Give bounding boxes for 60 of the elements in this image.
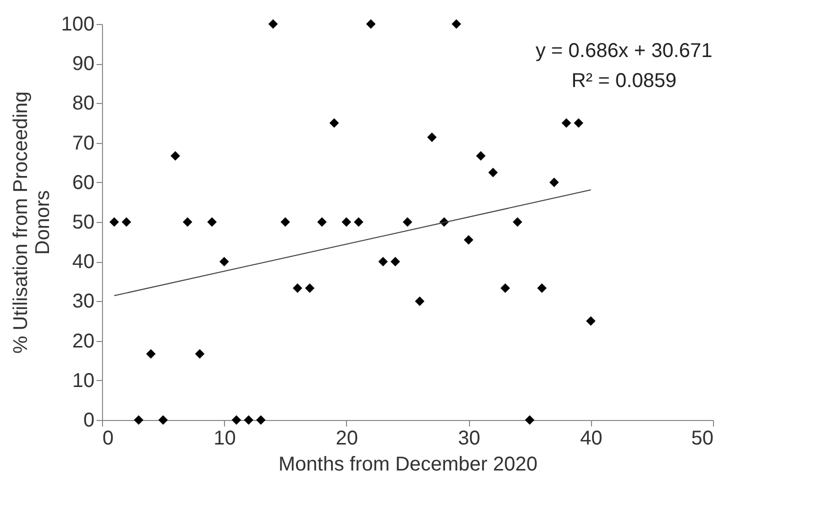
point (244, 415, 254, 425)
y-tick-label: 100 (61, 14, 94, 36)
point (158, 415, 168, 425)
x-tick-label: 0 (102, 428, 114, 450)
point (537, 283, 547, 293)
point (488, 168, 498, 178)
point (182, 217, 192, 227)
point (390, 256, 400, 266)
point (354, 217, 364, 227)
y-tick-label: 50 (72, 212, 94, 234)
y-tick-label: 40 (72, 251, 94, 274)
point (524, 415, 534, 425)
point (549, 178, 559, 188)
point (280, 217, 290, 227)
point (464, 235, 474, 245)
point (304, 283, 314, 293)
x-tick-label: 10 (214, 428, 236, 450)
y-tick-label: 80 (72, 92, 94, 115)
point (476, 151, 486, 161)
point (329, 118, 339, 128)
point (427, 132, 437, 142)
annotation: y = 0.686x + 30.671 (536, 40, 712, 62)
point (122, 217, 132, 227)
point (562, 118, 572, 128)
point (452, 19, 462, 29)
y-tick-label: 20 (72, 330, 94, 352)
y-axis-title: % Utilisation from Proceeding Donors (10, 91, 54, 354)
point (109, 217, 119, 227)
point (232, 415, 242, 425)
point (207, 217, 217, 227)
point (414, 296, 424, 306)
point (268, 19, 278, 29)
point (500, 283, 510, 293)
point (146, 349, 156, 359)
y-tick-label: 90 (72, 53, 94, 76)
point (219, 256, 229, 266)
point (512, 217, 522, 227)
point (195, 349, 205, 359)
y-tick-label: 60 (72, 172, 94, 194)
point (342, 217, 352, 227)
point (256, 415, 266, 425)
x-tick-label: 20 (336, 428, 358, 450)
x-tick-label: 30 (458, 428, 480, 450)
y-tick-label: 70 (72, 132, 94, 154)
point (574, 118, 584, 128)
x-axis-title: Months from December 2020 (278, 454, 538, 476)
point (292, 283, 302, 293)
point (134, 415, 144, 425)
point (317, 217, 327, 227)
y-tick-label: 10 (72, 370, 94, 392)
x-tick-label: 40 (580, 428, 602, 450)
point (402, 217, 412, 227)
x-tick-label: 50 (691, 428, 714, 450)
point (586, 316, 596, 326)
y-tick-label: 0 (83, 410, 94, 432)
point (378, 256, 388, 266)
point (170, 151, 180, 161)
annotation: R² = 0.0859 (571, 70, 677, 92)
y-tick-label: 30 (72, 290, 94, 313)
point (366, 19, 376, 29)
